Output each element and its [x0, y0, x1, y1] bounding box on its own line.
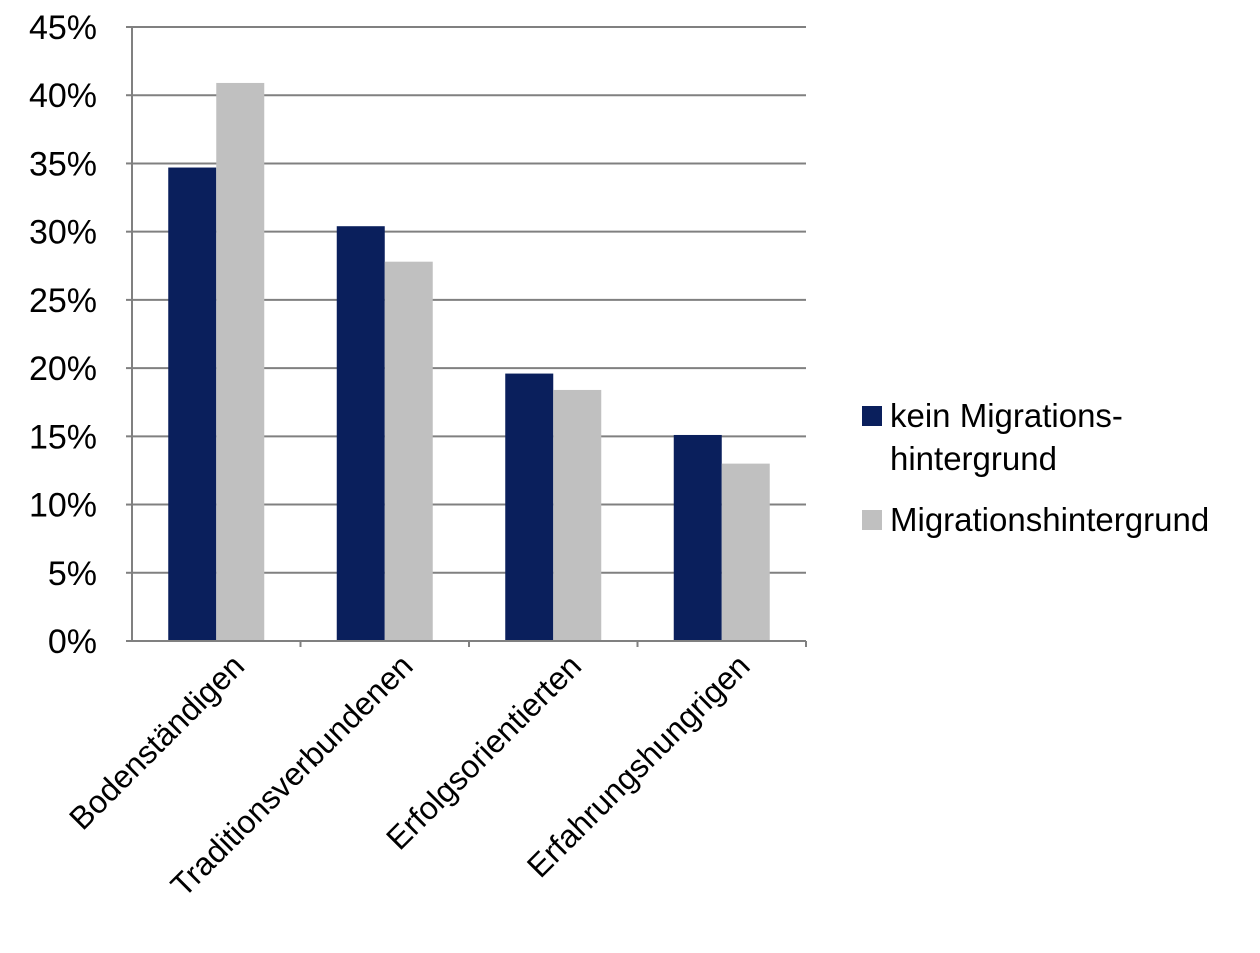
bar-migrationshintergrund: [721, 463, 770, 641]
y-tick-label: 20%: [29, 350, 97, 388]
y-tick-label: 25%: [29, 282, 97, 320]
legend-label: hintergrund: [890, 440, 1057, 477]
axes: [126, 26, 807, 647]
legend: kein Migrations-hintergrund Migrationshin…: [862, 397, 1209, 538]
y-tick-label: 45%: [29, 9, 97, 47]
legend-swatch: [862, 510, 882, 530]
bar-kein-migrationshintergrund: [673, 434, 722, 641]
y-tick-label: 0%: [48, 623, 97, 661]
y-tick-label: 5%: [48, 555, 97, 593]
y-tick-label: 35%: [29, 145, 97, 183]
x-category-label: Bodenständigen: [62, 647, 251, 836]
legend-label: kein Migrations-: [890, 397, 1123, 434]
y-axis-tick-labels: 0% 5% 10% 15% 20% 25% 30% 35% 40% 45%: [29, 9, 97, 661]
legend-label: Migrationshintergrund: [890, 501, 1209, 538]
bar-kein-migrationshintergrund: [336, 226, 385, 641]
bars: [168, 82, 770, 642]
bar-migrationshintergrund: [553, 389, 602, 641]
y-tick-label: 15%: [29, 418, 97, 456]
bar-migrationshintergrund: [384, 261, 433, 641]
y-tick-label: 10%: [29, 487, 97, 525]
y-tick-label: 30%: [29, 214, 97, 252]
legend-swatch: [862, 406, 882, 426]
bar-migrationshintergrund: [216, 82, 265, 642]
bar-kein-migrationshintergrund: [505, 373, 554, 641]
x-axis-category-labels: BodenständigenTraditionsverbundenenErfol…: [62, 647, 757, 903]
y-tick-label: 40%: [29, 77, 97, 115]
bar-kein-migrationshintergrund: [168, 167, 217, 641]
